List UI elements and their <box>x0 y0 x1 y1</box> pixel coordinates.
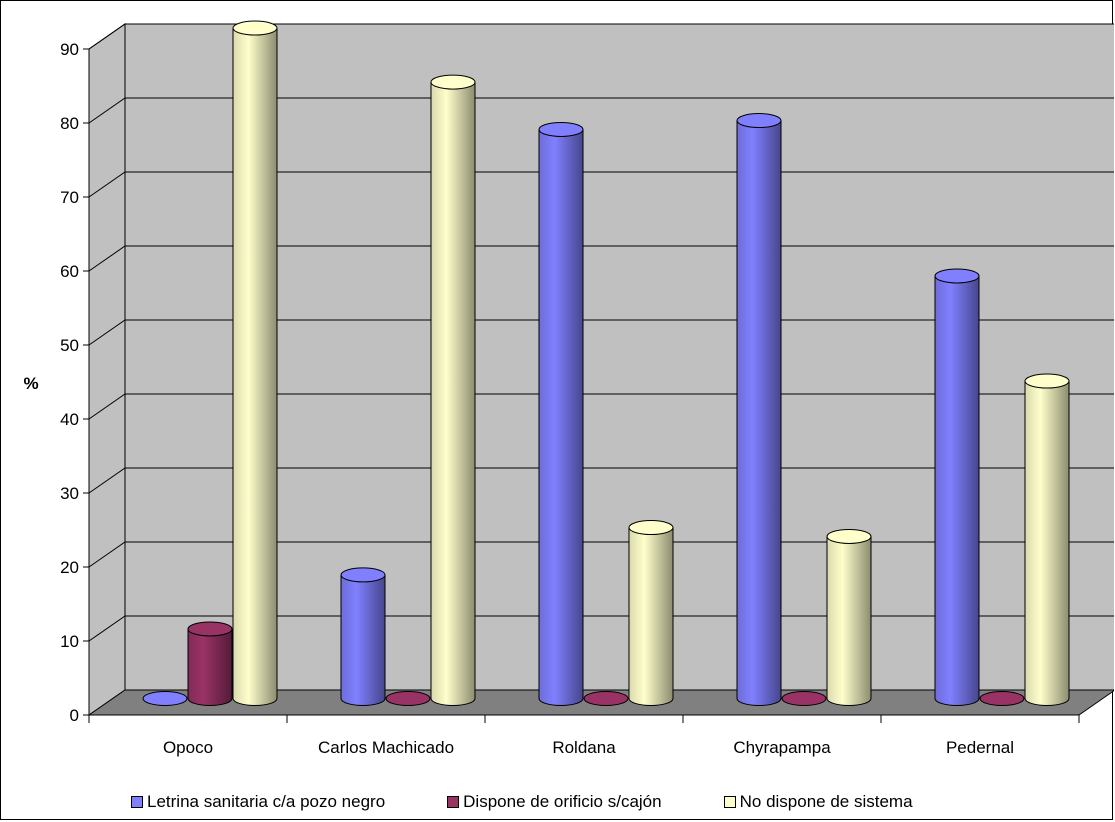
bar <box>538 121 584 706</box>
bar-top <box>538 121 584 137</box>
bar-body <box>1024 380 1070 706</box>
y-tick-label: 10 <box>60 632 79 651</box>
bar-body <box>187 628 233 706</box>
bar <box>781 691 827 706</box>
bar-top <box>736 113 782 129</box>
x-tick-label: Roldana <box>552 738 616 757</box>
legend-swatch <box>723 796 736 808</box>
bar <box>340 567 386 706</box>
gridline <box>88 541 1115 568</box>
bar-body <box>340 574 386 706</box>
bar-top <box>430 74 476 90</box>
legend-item: Letrina sanitaria c/a pozo negro <box>131 792 385 812</box>
bar <box>187 621 233 706</box>
gridlines <box>88 23 1115 642</box>
y-axis-label: % <box>23 374 38 393</box>
x-axis: Opoco Carlos Machicado Roldana Chyrapampa Pe… <box>88 714 1080 757</box>
bar-top <box>934 268 980 284</box>
bar <box>736 113 782 706</box>
gridline <box>88 23 1115 50</box>
y-tick-label: 30 <box>60 484 79 503</box>
gridline <box>88 615 1115 642</box>
bar-top <box>385 691 431 706</box>
bar <box>979 691 1025 706</box>
bar <box>385 691 431 706</box>
gridline <box>88 467 1115 494</box>
bar-top <box>1024 373 1070 389</box>
bar-body <box>538 128 584 706</box>
bars <box>142 20 1070 706</box>
legend: Letrina sanitaria c/a pozo negro Dispone … <box>131 789 1091 815</box>
bar-top <box>232 20 278 36</box>
bar-top <box>979 691 1025 706</box>
gridline <box>88 245 1115 272</box>
x-tick-label: Chyrapampa <box>733 738 831 757</box>
bar <box>142 691 188 706</box>
x-tick-label: Carlos Machicado <box>318 738 454 757</box>
bar-top <box>781 691 827 706</box>
bar <box>430 74 476 706</box>
bar <box>628 520 674 706</box>
bar-body <box>826 535 872 706</box>
y-tick-label: 20 <box>60 558 79 577</box>
side-wall <box>88 23 126 716</box>
y-tick-label: 0 <box>70 706 79 725</box>
bar-body <box>430 81 476 706</box>
bar-top <box>142 691 188 706</box>
y-tick-label: 70 <box>60 188 79 207</box>
bar <box>1024 373 1070 706</box>
y-tick-label: 60 <box>60 262 79 281</box>
legend-label: Letrina sanitaria c/a pozo negro <box>147 792 386 811</box>
bar-chart: 0 10 20 30 40 50 60 70 80 90 Opoco Carlos Machicad… <box>23 20 1115 757</box>
bar <box>583 691 629 706</box>
gridline <box>88 319 1115 346</box>
legend-swatch <box>447 796 460 808</box>
bar-top <box>583 691 629 706</box>
bar-body <box>628 527 674 706</box>
bar <box>826 528 872 706</box>
gridline <box>88 171 1115 198</box>
bar-body <box>934 275 980 706</box>
gridline <box>88 97 1115 124</box>
y-tick-label: 40 <box>60 410 79 429</box>
x-tick-label: Pedernal <box>946 738 1014 757</box>
bar-top <box>340 567 386 583</box>
legend-item: Dispone de orificio s/cajón <box>447 792 662 812</box>
y-tick-label: 80 <box>60 114 79 133</box>
bar <box>232 20 278 706</box>
legend-label: Dispone de orificio s/cajón <box>463 792 662 811</box>
bar <box>934 268 980 706</box>
y-tick-label: 50 <box>60 336 79 355</box>
y-tick-label: 90 <box>60 40 79 59</box>
bar-top <box>628 520 674 536</box>
bar-top <box>826 528 872 544</box>
bar-body <box>232 27 278 706</box>
bar-body <box>736 120 782 706</box>
bar-top <box>187 621 233 637</box>
x-tick-label: Opoco <box>163 738 213 757</box>
legend-label: No dispone de sistema <box>739 792 913 811</box>
y-axis: 0 10 20 30 40 50 60 70 80 90 <box>60 40 90 725</box>
legend-item: No dispone de sistema <box>723 792 913 812</box>
gridline <box>88 393 1115 420</box>
legend-swatch <box>131 796 143 808</box>
